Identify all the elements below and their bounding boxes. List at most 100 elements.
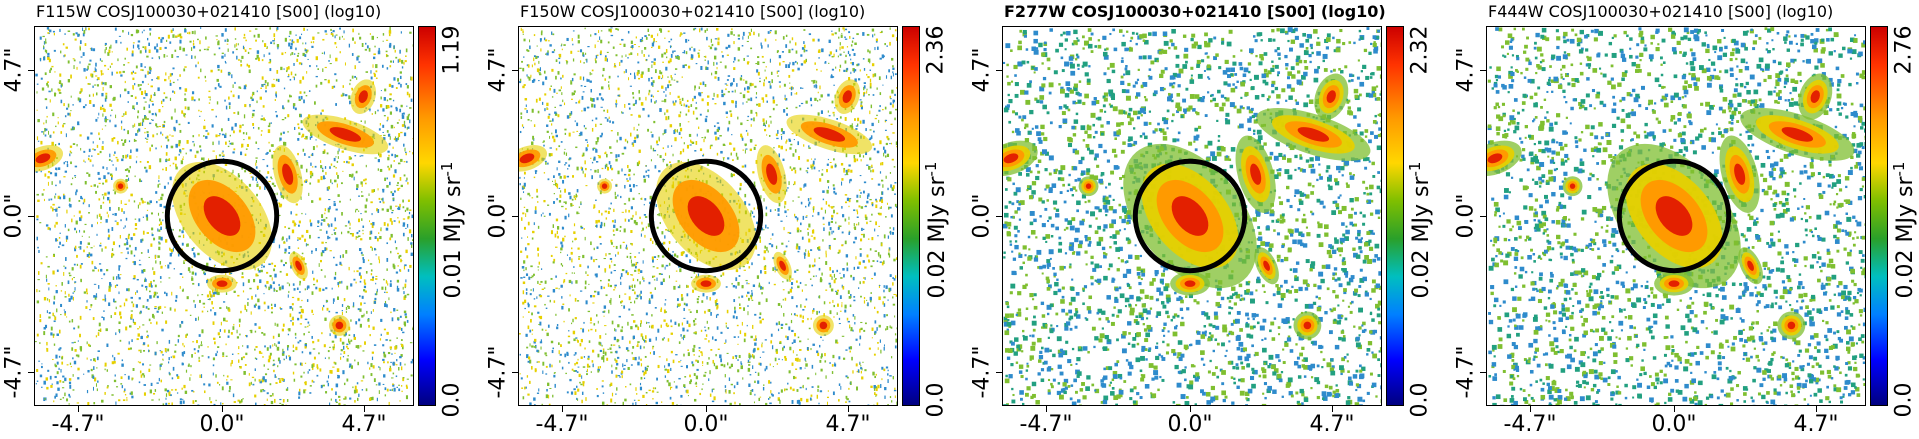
noise-pixel <box>590 88 593 93</box>
noise-pixel <box>140 122 142 126</box>
noise-pixel <box>165 239 168 243</box>
noise-pixel <box>405 180 408 182</box>
noise-pixel <box>125 238 128 240</box>
noise-pixel <box>321 241 324 244</box>
noise-pixel <box>280 308 283 310</box>
noise-pixel <box>291 296 295 299</box>
noise-pixel <box>293 378 296 382</box>
noise-pixel <box>332 34 334 37</box>
noise-pixel <box>633 72 636 76</box>
noise-pixel <box>289 78 292 81</box>
noise-pixel <box>408 93 411 98</box>
noise-pixel <box>743 57 746 61</box>
noise-pixel <box>133 108 135 110</box>
noise-pixel <box>680 104 683 106</box>
noise-pixel <box>43 380 46 385</box>
noise-pixel <box>275 111 278 113</box>
noise-pixel <box>47 265 50 268</box>
noise-pixel <box>178 140 181 144</box>
noise-pixel <box>370 273 373 276</box>
noise-pixel <box>81 197 83 200</box>
noise-pixel <box>224 134 227 139</box>
noise-pixel <box>747 98 750 101</box>
noise-pixel <box>386 388 389 392</box>
noise-pixel <box>220 69 223 73</box>
noise-pixel <box>755 63 758 65</box>
noise-pixel <box>98 198 101 201</box>
noise-pixel <box>694 150 697 152</box>
noise-pixel <box>793 181 796 185</box>
noise-pixel <box>222 352 225 356</box>
noise-pixel <box>41 363 43 365</box>
noise-pixel <box>254 348 256 351</box>
noise-pixel <box>113 379 117 383</box>
noise-pixel <box>769 396 771 399</box>
noise-pixel <box>799 187 801 191</box>
noise-pixel <box>301 234 304 238</box>
noise-pixel <box>78 246 81 248</box>
noise-pixel <box>613 270 616 272</box>
noise-pixel <box>580 338 583 343</box>
noise-pixel <box>386 119 388 122</box>
noise-pixel <box>382 188 385 191</box>
noise-pixel <box>883 346 885 351</box>
noise-pixel <box>208 90 211 93</box>
noise-pixel <box>333 276 337 280</box>
noise-pixel <box>234 27 236 31</box>
noise-pixel <box>805 49 808 52</box>
noise-pixel <box>389 27 391 31</box>
noise-pixel <box>384 177 387 181</box>
noise-pixel <box>215 399 217 402</box>
noise-pixel <box>144 101 147 103</box>
noise-pixel <box>79 246 82 250</box>
noise-pixel <box>749 148 752 152</box>
noise-pixel <box>524 386 526 390</box>
noise-pixel <box>74 176 76 179</box>
noise-pixel <box>750 210 752 213</box>
noise-pixel <box>140 91 144 96</box>
noise-pixel <box>160 38 163 43</box>
noise-pixel <box>43 327 46 330</box>
noise-pixel <box>771 233 774 236</box>
noise-pixel <box>186 296 189 300</box>
noise-pixel <box>286 399 289 402</box>
noise-pixel <box>58 82 62 84</box>
noise-pixel <box>408 113 410 116</box>
noise-pixel <box>303 180 306 183</box>
noise-pixel <box>572 92 576 95</box>
noise-pixel <box>287 333 290 336</box>
noise-pixel <box>255 358 258 360</box>
noise-pixel <box>527 236 529 238</box>
noise-pixel <box>89 253 93 257</box>
noise-pixel <box>817 38 820 42</box>
noise-pixel <box>387 283 389 286</box>
noise-pixel <box>304 326 307 328</box>
noise-pixel <box>60 290 63 292</box>
noise-pixel <box>744 201 747 206</box>
noise-pixel <box>606 153 608 158</box>
noise-pixel <box>539 321 542 326</box>
noise-pixel <box>77 33 80 37</box>
noise-pixel <box>529 39 531 43</box>
noise-pixel <box>182 288 184 292</box>
noise-pixel <box>409 119 411 124</box>
noise-pixel <box>301 351 304 354</box>
noise-pixel <box>126 247 129 250</box>
noise-pixel <box>397 188 400 191</box>
noise-pixel <box>610 164 612 169</box>
noise-pixel <box>166 39 168 42</box>
noise-pixel <box>169 41 172 44</box>
noise-pixel <box>107 197 110 201</box>
noise-pixel <box>896 205 897 209</box>
noise-pixel <box>292 220 295 224</box>
noise-pixel <box>301 135 303 138</box>
noise-pixel <box>689 47 691 51</box>
noise-pixel <box>860 101 863 104</box>
noise-pixel <box>244 153 247 157</box>
noise-pixel <box>536 188 538 193</box>
noise-pixel <box>163 92 166 95</box>
noise-pixel <box>630 52 633 55</box>
noise-pixel <box>346 343 349 346</box>
noise-pixel <box>397 78 399 82</box>
noise-pixel <box>307 325 309 328</box>
